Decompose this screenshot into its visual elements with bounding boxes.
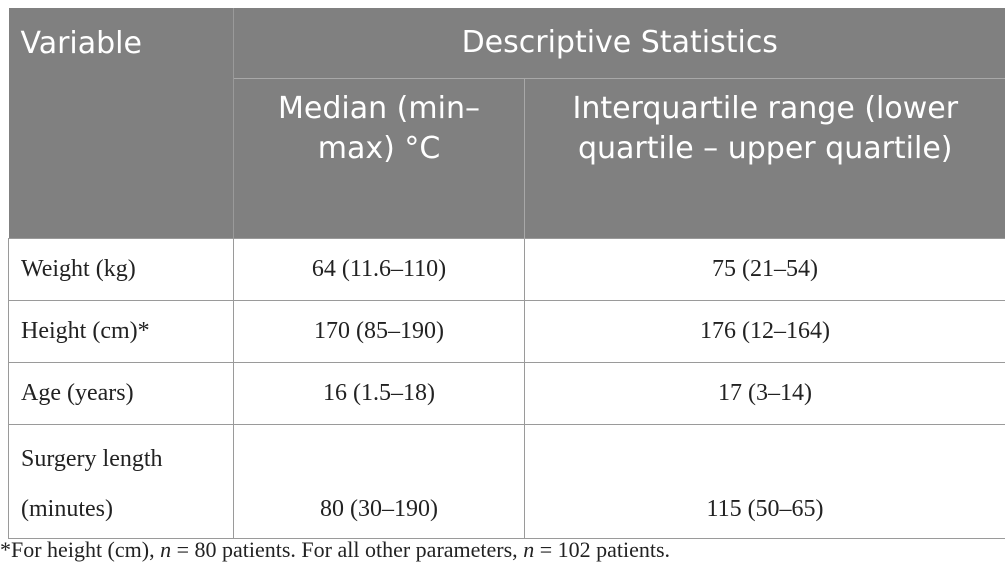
cell: 75 (21–54) (523, 238, 1005, 301)
table-row: Age (years) 16 (1.5–18) 17 (3–14) (8, 362, 1005, 425)
cell: 80 (30–190) (233, 424, 525, 539)
row-label: Age (years) (8, 362, 234, 425)
row-label: Height (cm)* (8, 300, 234, 363)
table-container: Variable Descriptive Statistics Median (… (8, 8, 1005, 539)
row-label: Weight (kg) (8, 238, 234, 301)
footnote-text: = 80 patients. For all other parameters, (171, 537, 524, 562)
header-group: Descriptive Statistics (233, 8, 1005, 79)
table-row: Height (cm)* 170 (85–190) 176 (12–164) (8, 300, 1005, 363)
row-label: Surgery length (minutes) (8, 424, 234, 539)
footnote-text: *For height (cm), (0, 537, 161, 562)
table-body: Weight (kg) 64 (11.6–110) 75 (21–54) Height… (8, 238, 1005, 539)
cell: 17 (3–14) (523, 362, 1005, 425)
header-variable: Variable (8, 8, 234, 239)
cell: 170 (85–190) (233, 300, 525, 363)
table-row: Weight (kg) 64 (11.6–110) 75 (21–54) (8, 238, 1005, 301)
cell: 64 (11.6–110) (233, 238, 525, 301)
cell: 176 (12–164) (523, 300, 1005, 363)
stats-table: Variable Descriptive Statistics Median (… (8, 8, 1005, 539)
table-row: Surgery length (minutes) 80 (30–190) 115 (… (8, 424, 1005, 539)
cell: 16 (1.5–18) (233, 362, 525, 425)
footnote-symbol: n (160, 537, 172, 562)
footnote-text: = 102 patients. (534, 537, 671, 562)
footnote-symbol: n (523, 537, 535, 562)
cell: 115 (50–65) (523, 424, 1005, 539)
header-column: Interquartile range (lower quartile – up… (524, 78, 1005, 239)
footnote: *For height (cm), n = 80 patients. For a… (0, 537, 670, 563)
header-column: Median (min–max) °C (233, 78, 525, 239)
